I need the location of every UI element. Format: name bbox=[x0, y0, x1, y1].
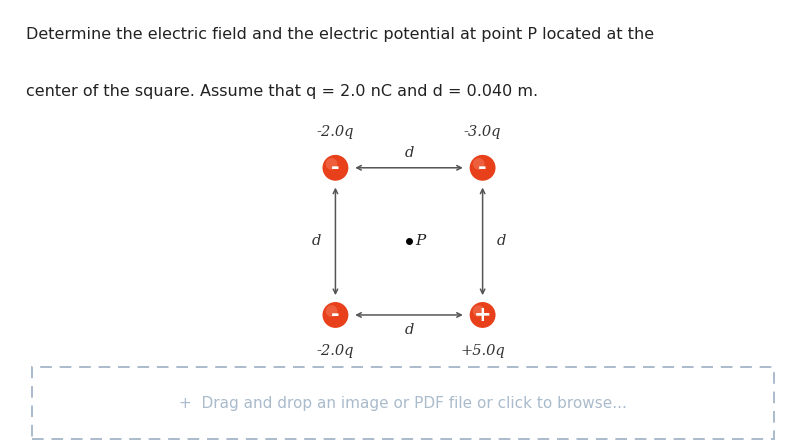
Text: d: d bbox=[312, 234, 321, 249]
Text: d: d bbox=[404, 146, 414, 160]
Text: +  Drag and drop an image or PDF file or click to browse...: + Drag and drop an image or PDF file or … bbox=[179, 396, 627, 411]
Text: -: - bbox=[331, 305, 340, 325]
Text: d: d bbox=[404, 323, 414, 337]
Text: -: - bbox=[331, 158, 340, 178]
Text: -3.0q: -3.0q bbox=[464, 125, 501, 139]
Circle shape bbox=[468, 154, 496, 182]
Text: center of the square. Assume that q = 2.0 nC and d = 0.040 m.: center of the square. Assume that q = 2.… bbox=[26, 84, 538, 100]
Circle shape bbox=[473, 158, 484, 170]
Text: P: P bbox=[415, 234, 426, 249]
Circle shape bbox=[468, 301, 496, 329]
Text: -: - bbox=[478, 158, 487, 178]
Text: -2.0q: -2.0q bbox=[317, 344, 354, 358]
Circle shape bbox=[322, 301, 350, 329]
Circle shape bbox=[326, 305, 338, 317]
Text: -2.0q: -2.0q bbox=[317, 125, 354, 139]
Text: Determine the electric field and the electric potential at point P located at th: Determine the electric field and the ele… bbox=[26, 26, 654, 42]
Text: +5.0q: +5.0q bbox=[460, 344, 505, 358]
Text: d: d bbox=[497, 234, 506, 249]
Circle shape bbox=[473, 305, 484, 317]
Circle shape bbox=[326, 158, 338, 170]
Circle shape bbox=[322, 154, 350, 182]
Text: +: + bbox=[474, 305, 492, 325]
